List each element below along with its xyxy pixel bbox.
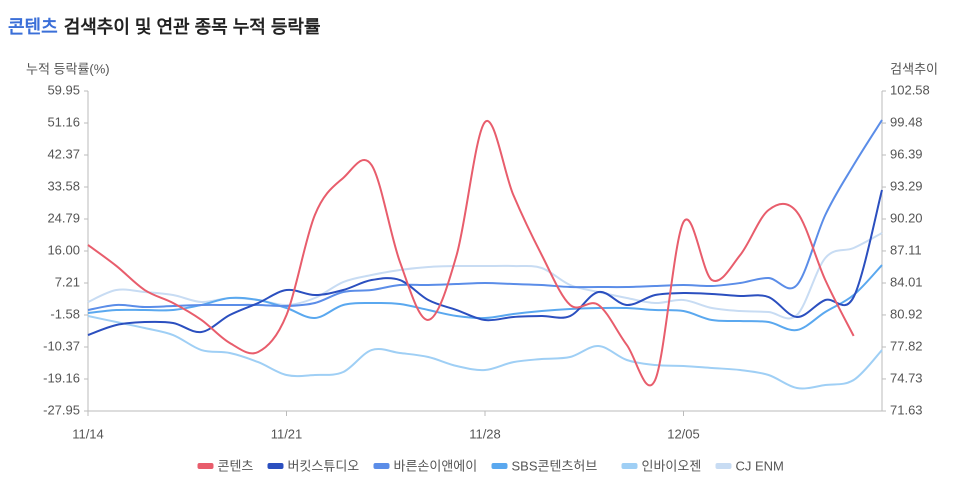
yticks-label: 42.37 — [47, 146, 80, 161]
y2ticks-label: 90.20 — [890, 210, 923, 225]
legend-label: 버킷스튜디오 — [288, 458, 360, 473]
chart-title: 콘텐츠 검색추이 및 연관 종목 누적 등락률 — [8, 17, 321, 37]
series-line — [87, 315, 883, 390]
title-text: 검색추이 및 연관 종목 누적 등락률 — [64, 17, 321, 37]
y2ticks-label: 99.48 — [890, 114, 923, 129]
legend-label: SBS콘텐츠허브 — [512, 458, 598, 473]
y-axis-label: 누적 등락률(%) — [26, 61, 110, 76]
yticks-label: 7.21 — [55, 274, 80, 289]
yticks-label: 59.95 — [47, 82, 80, 97]
series-line — [87, 264, 883, 332]
y2ticks-label: 84.01 — [890, 274, 923, 289]
legend-label: CJ ENM — [736, 458, 784, 473]
x-tick-label: 11/14 — [72, 426, 104, 441]
y2-axis-label: 검색추이 — [890, 61, 938, 76]
y2ticks-label: 71.63 — [890, 402, 923, 417]
y2ticks-label: 74.73 — [890, 370, 923, 385]
y2ticks-label: 80.92 — [890, 306, 923, 321]
yticks-label: 51.16 — [47, 114, 80, 129]
yticks-label: -1.58 — [50, 306, 80, 321]
legend-swatch — [715, 463, 732, 469]
x-tick-label: 12/05 — [667, 426, 700, 441]
series-line — [87, 189, 883, 336]
yticks-label: 16.00 — [47, 242, 80, 257]
legend-swatch — [373, 463, 390, 469]
y2ticks-label: 87.11 — [890, 242, 922, 257]
legend-label: 바른손이앤에이 — [394, 458, 478, 473]
series-line — [87, 119, 883, 311]
x-tick-label: 11/28 — [469, 426, 501, 441]
series-line — [87, 120, 855, 387]
legend-swatch — [197, 463, 214, 469]
yticks-label: -10.37 — [43, 338, 80, 353]
legend-label: 콘텐츠 — [218, 458, 254, 473]
y2ticks-label: 102.58 — [890, 82, 930, 97]
y2ticks-label: 93.29 — [890, 178, 923, 193]
y2ticks-label: 77.82 — [890, 338, 923, 353]
x-tick-label: 11/21 — [271, 426, 303, 441]
yticks-label: -27.95 — [43, 402, 80, 417]
legend-swatch — [491, 463, 508, 469]
y2ticks-label: 96.39 — [890, 146, 923, 161]
yticks-label: -19.16 — [43, 370, 80, 385]
yticks-label: 24.79 — [47, 210, 80, 225]
yticks-label: 33.58 — [47, 178, 80, 193]
title-keyword: 콘텐츠 — [8, 17, 58, 37]
legend-swatch — [267, 463, 284, 469]
legend-swatch — [621, 463, 638, 469]
legend-label: 인바이오젠 — [642, 458, 702, 473]
